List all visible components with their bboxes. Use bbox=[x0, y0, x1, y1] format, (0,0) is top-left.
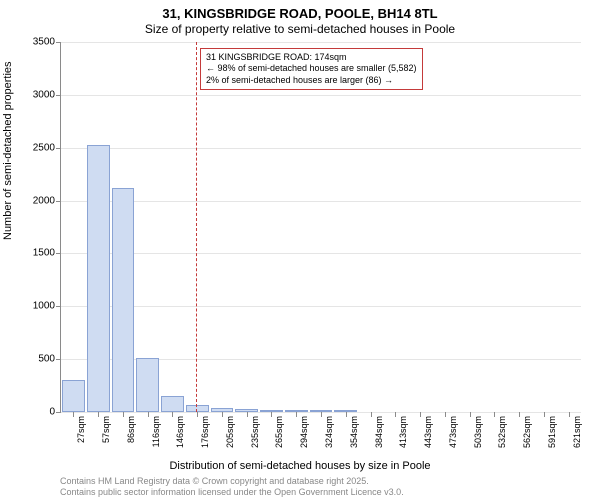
x-tick-label: 294sqm bbox=[299, 416, 309, 448]
footer-line1: Contains HM Land Registry data © Crown c… bbox=[60, 476, 404, 487]
x-tick-mark bbox=[346, 412, 347, 417]
marker-line bbox=[196, 42, 197, 412]
x-tick-mark bbox=[470, 412, 471, 417]
footer-line2: Contains public sector information licen… bbox=[60, 487, 404, 498]
bar bbox=[161, 396, 184, 412]
x-tick-mark bbox=[98, 412, 99, 417]
x-tick-mark bbox=[296, 412, 297, 417]
annotation-line: 2% of semi-detached houses are larger (8… bbox=[206, 75, 417, 86]
x-tick-label: 116sqm bbox=[151, 416, 161, 447]
chart-footer: Contains HM Land Registry data © Crown c… bbox=[60, 476, 404, 498]
annotation-line: 31 KINGSBRIDGE ROAD: 174sqm bbox=[206, 52, 417, 63]
x-tick-label: 205sqm bbox=[225, 416, 235, 448]
y-tick-label: 0 bbox=[49, 407, 55, 418]
plot-area: 050010001500200025003000350027sqm57sqm86… bbox=[60, 42, 580, 412]
annotation-box: 31 KINGSBRIDGE ROAD: 174sqm← 98% of semi… bbox=[200, 48, 423, 90]
grid-line bbox=[61, 42, 581, 43]
bar bbox=[62, 380, 85, 412]
y-tick-mark bbox=[56, 42, 61, 43]
x-tick-mark bbox=[197, 412, 198, 417]
y-tick-label: 1000 bbox=[33, 301, 55, 312]
bar bbox=[112, 188, 135, 412]
grid-line bbox=[61, 253, 581, 254]
x-tick-mark bbox=[172, 412, 173, 417]
chart-container: 31, KINGSBRIDGE ROAD, POOLE, BH14 8TL Si… bbox=[0, 0, 600, 500]
x-tick-mark bbox=[247, 412, 248, 417]
x-tick-label: 591sqm bbox=[547, 416, 557, 448]
bar bbox=[186, 405, 209, 412]
y-tick-mark bbox=[56, 201, 61, 202]
x-tick-label: 621sqm bbox=[572, 416, 582, 448]
bar bbox=[136, 358, 159, 412]
annotation-line: ← 98% of semi-detached houses are smalle… bbox=[206, 63, 417, 74]
y-tick-mark bbox=[56, 95, 61, 96]
x-tick-label: 324sqm bbox=[324, 416, 334, 448]
x-tick-mark bbox=[544, 412, 545, 417]
grid-line bbox=[61, 95, 581, 96]
y-tick-mark bbox=[56, 306, 61, 307]
y-tick-label: 2000 bbox=[33, 195, 55, 206]
y-tick-mark bbox=[56, 253, 61, 254]
bar bbox=[87, 145, 110, 412]
x-tick-label: 473sqm bbox=[448, 416, 458, 448]
y-tick-mark bbox=[56, 359, 61, 360]
grid-line bbox=[61, 306, 581, 307]
y-tick-label: 1500 bbox=[33, 248, 55, 259]
x-tick-mark bbox=[371, 412, 372, 417]
x-tick-label: 235sqm bbox=[250, 416, 260, 448]
x-tick-label: 532sqm bbox=[497, 416, 507, 448]
y-tick-label: 500 bbox=[38, 354, 55, 365]
x-tick-mark bbox=[420, 412, 421, 417]
x-tick-label: 354sqm bbox=[349, 416, 359, 448]
x-tick-label: 265sqm bbox=[274, 416, 284, 448]
y-tick-mark bbox=[56, 412, 61, 413]
x-tick-mark bbox=[73, 412, 74, 417]
x-tick-mark bbox=[395, 412, 396, 417]
x-tick-mark bbox=[123, 412, 124, 417]
x-tick-mark bbox=[519, 412, 520, 417]
chart-title-main: 31, KINGSBRIDGE ROAD, POOLE, BH14 8TL bbox=[0, 6, 600, 21]
x-tick-label: 176sqm bbox=[200, 416, 210, 448]
x-tick-mark bbox=[445, 412, 446, 417]
x-tick-mark bbox=[569, 412, 570, 417]
x-tick-mark bbox=[271, 412, 272, 417]
chart-title-sub: Size of property relative to semi-detach… bbox=[0, 22, 600, 36]
x-tick-mark bbox=[148, 412, 149, 417]
y-axis-label: Number of semi-detached properties bbox=[2, 61, 14, 240]
y-tick-label: 2500 bbox=[33, 142, 55, 153]
x-tick-label: 562sqm bbox=[522, 416, 532, 448]
y-tick-label: 3500 bbox=[33, 37, 55, 48]
x-axis-label: Distribution of semi-detached houses by … bbox=[0, 460, 600, 472]
grid-line bbox=[61, 201, 581, 202]
x-tick-mark bbox=[222, 412, 223, 417]
x-tick-label: 503sqm bbox=[473, 416, 483, 448]
x-tick-label: 27sqm bbox=[76, 416, 86, 443]
x-tick-label: 86sqm bbox=[126, 416, 136, 443]
x-tick-label: 57sqm bbox=[101, 416, 111, 443]
x-tick-mark bbox=[321, 412, 322, 417]
y-tick-label: 3000 bbox=[33, 89, 55, 100]
plot-inner: 050010001500200025003000350027sqm57sqm86… bbox=[60, 42, 581, 413]
x-tick-label: 384sqm bbox=[374, 416, 384, 448]
x-tick-mark bbox=[494, 412, 495, 417]
x-tick-label: 146sqm bbox=[175, 416, 185, 448]
x-tick-label: 443sqm bbox=[423, 416, 433, 448]
x-tick-label: 413sqm bbox=[398, 416, 408, 448]
grid-line bbox=[61, 148, 581, 149]
y-tick-mark bbox=[56, 148, 61, 149]
